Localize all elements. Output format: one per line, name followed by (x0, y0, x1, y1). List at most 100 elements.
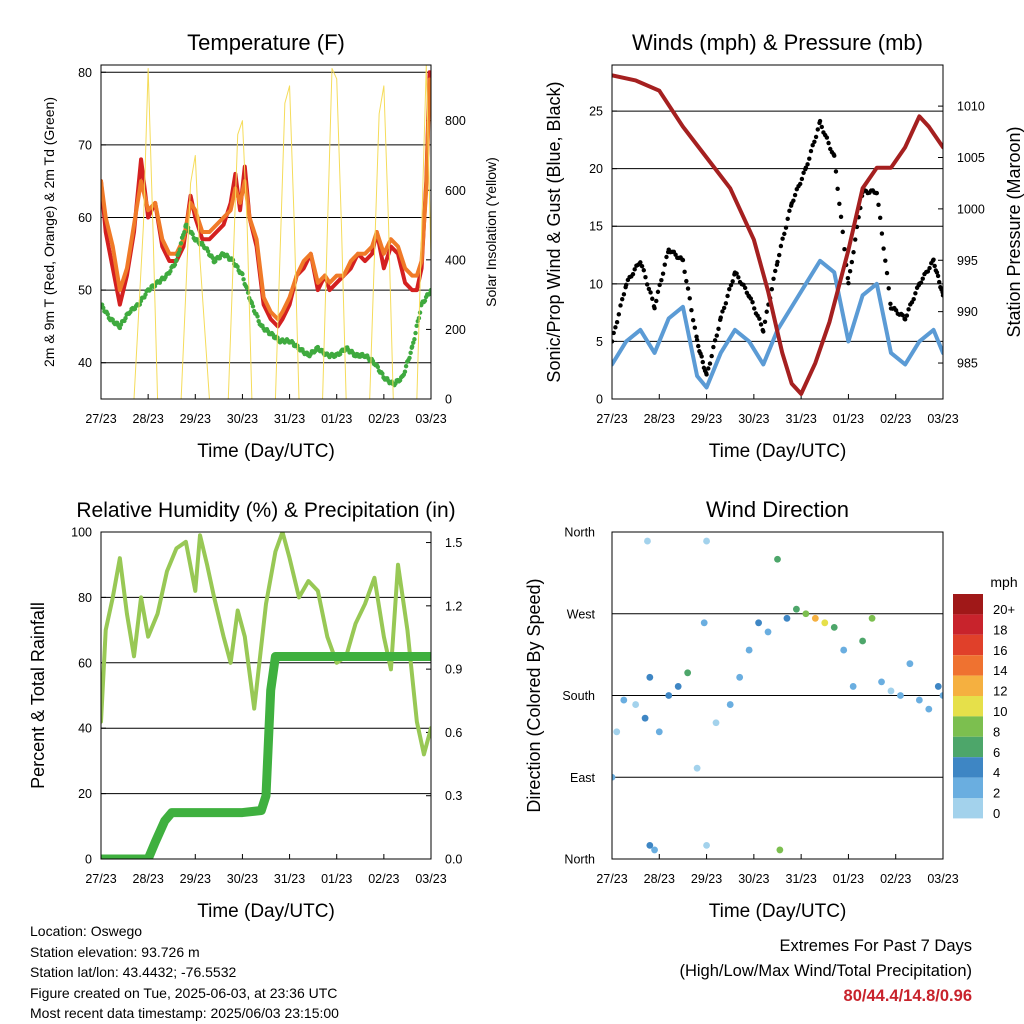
data-point (727, 286, 732, 292)
data-point (716, 326, 721, 332)
data-point (815, 127, 820, 132)
direction-point (906, 660, 914, 668)
plot-frame (611, 64, 944, 400)
direction-point (840, 646, 848, 654)
plot-area (101, 65, 431, 399)
data-point (883, 258, 888, 263)
data-point (241, 277, 246, 282)
colorbar-label: 16 (993, 643, 1007, 658)
direction-point (897, 692, 904, 699)
y-tick-label: 5 (596, 335, 603, 349)
station-location: Location: Oswego (30, 923, 143, 939)
data-point (881, 246, 886, 251)
data-point (699, 354, 704, 359)
data-point (718, 315, 723, 320)
data-point (761, 329, 766, 334)
data-point (925, 269, 931, 274)
y-tick-label: East (570, 771, 596, 785)
data-point (613, 325, 618, 330)
data-point (648, 290, 653, 295)
extremes-values: 80/44.4/14.8/0.96 (843, 987, 972, 1005)
data-point (777, 252, 782, 258)
direction-point (939, 692, 943, 699)
x-tick-label: 30/23 (738, 872, 769, 886)
data-point (808, 148, 814, 154)
direction-point (655, 728, 663, 736)
y2-tick-label: 0.9 (445, 663, 462, 677)
data-point (704, 372, 709, 377)
data-point (707, 361, 713, 366)
x-tick-label: 29/23 (691, 872, 722, 886)
data-point (935, 273, 941, 279)
data-point (205, 249, 211, 254)
data-point (748, 296, 754, 301)
data-point (764, 309, 769, 314)
data-point (849, 259, 855, 265)
direction-point (793, 605, 800, 613)
data-point (904, 313, 910, 318)
data-point (623, 282, 629, 288)
data-timestamp: Most recent data timestamp: 2025/06/03 2… (30, 1005, 339, 1021)
chart-title: Temperature (F) (187, 30, 345, 55)
data-point (621, 292, 627, 297)
data-point (730, 279, 735, 284)
y-tick-label: 40 (78, 722, 92, 736)
data-point (714, 333, 719, 338)
data-point (105, 312, 110, 317)
colorbar-label: 18 (993, 622, 1007, 637)
data-point (185, 225, 191, 230)
data-point (799, 176, 805, 182)
data-point (775, 259, 780, 265)
y2-tick-label: 1.5 (445, 536, 462, 550)
y2-tick-label: 0.0 (445, 853, 462, 867)
data-point (769, 286, 775, 292)
direction-point (887, 687, 895, 695)
data-point (902, 317, 908, 322)
y-tick-label: 15 (589, 220, 603, 234)
y-tick-label: 20 (78, 787, 92, 801)
y2-tick-label: 995 (957, 254, 978, 268)
data-point (177, 247, 183, 252)
data-point (757, 316, 762, 321)
data-point (403, 363, 409, 369)
data-point (911, 297, 916, 302)
data-point (662, 262, 667, 267)
data-point (803, 165, 809, 170)
data-point (692, 325, 698, 330)
x-axis-label: Time (Day/UTC) (709, 441, 847, 462)
direction-point (849, 683, 857, 690)
data-point (244, 285, 250, 291)
extremes-title: Extremes For Past 7 Days (779, 937, 972, 955)
data-point (620, 296, 625, 302)
x-tick-label: 27/23 (85, 872, 116, 886)
colorbar-label: 8 (993, 724, 1000, 739)
data-point (646, 286, 652, 292)
colorbar-label: 10 (993, 704, 1007, 719)
data-point (250, 304, 256, 309)
colorbar: mph 0 2 4 6 8 10 12 14 16 18 20+ (953, 574, 1018, 821)
data-point (771, 276, 776, 281)
y2-tick-label: 0.6 (445, 726, 462, 740)
direction-point (703, 841, 710, 849)
y2-tick-label: 1005 (957, 151, 985, 165)
direction-point (632, 701, 640, 708)
data-point (255, 314, 260, 319)
data-point (934, 270, 940, 275)
chart-title: Relative Humidity (%) & Precipitation (i… (76, 499, 455, 522)
direction-point (915, 696, 923, 704)
y-tick-label: 70 (78, 138, 92, 152)
colorbar-swatch (953, 736, 983, 758)
direction-point (693, 764, 701, 772)
y2-tick-label: 600 (445, 184, 466, 198)
y2-tick-label: 400 (445, 253, 466, 267)
data-point (837, 201, 842, 207)
direction-point (776, 846, 784, 854)
direction-point (934, 683, 942, 690)
x-tick-label: 02/23 (368, 872, 399, 886)
direction-point (811, 614, 819, 622)
station-latlon: Station lat/lon: 43.4432; -76.5532 (30, 964, 237, 980)
data-point (694, 337, 700, 343)
series-solar-insolation (101, 65, 431, 399)
data-point (618, 303, 623, 308)
